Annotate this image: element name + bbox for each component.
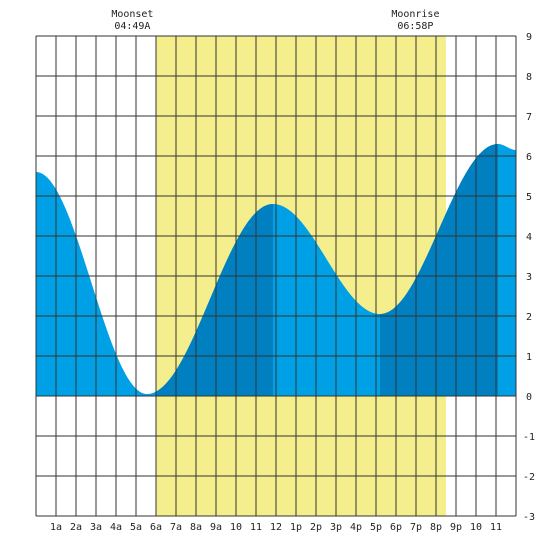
y-tick-label: 9 — [526, 32, 532, 43]
x-tick-label: 2p — [310, 522, 322, 533]
x-tick-label: 11 — [490, 522, 502, 533]
x-tick-label: 2a — [70, 522, 82, 533]
moonrise-label: Moonrise — [391, 9, 439, 20]
x-tick-label: 6p — [390, 522, 402, 533]
x-tick-label: 5a — [130, 522, 142, 533]
x-tick-label: 3p — [330, 522, 342, 533]
y-tick-label: 7 — [526, 112, 532, 123]
x-axis-labels: 1a 2a 3a 4a 5a 6a 7a 8a 9a 10 11 12 1p 2p 3p 4p 5p 6p 7p 8p… — [50, 522, 502, 533]
y-tick-label: 8 — [526, 72, 532, 83]
y-tick-label: 3 — [526, 272, 532, 283]
x-tick-label: 1p — [290, 522, 302, 533]
x-tick-label: 8a — [190, 522, 202, 533]
x-tick-label: 7a — [170, 522, 182, 533]
tide-area-dark-band — [380, 144, 498, 396]
y-axis-labels: -3 -2 -1 0 1 2 3 4 5 6 7 8 9 — [523, 32, 535, 523]
tide-area-dark-band — [156, 204, 273, 396]
moonrise-time: 06:58P — [397, 21, 433, 32]
x-tick-label: 4a — [110, 522, 122, 533]
x-tick-label: 9p — [450, 522, 462, 533]
y-tick-label: -1 — [523, 432, 535, 443]
x-tick-label: 12 — [270, 522, 282, 533]
x-tick-label: 11 — [250, 522, 262, 533]
y-tick-label: 4 — [526, 232, 532, 243]
x-tick-label: 1a — [50, 522, 62, 533]
x-tick-label: 10 — [470, 522, 482, 533]
y-tick-label: -2 — [523, 472, 535, 483]
y-tick-label: 5 — [526, 192, 532, 203]
x-tick-label: 6a — [150, 522, 162, 533]
x-tick-label: 5p — [370, 522, 382, 533]
x-tick-label: 3a — [90, 522, 102, 533]
x-tick-label: 7p — [410, 522, 422, 533]
x-tick-label: 9a — [210, 522, 222, 533]
y-tick-label: 2 — [526, 312, 532, 323]
grid — [35, 35, 517, 517]
y-tick-label: 1 — [526, 352, 532, 363]
moonset-time: 04:49A — [114, 21, 150, 32]
moonset-label: Moonset — [111, 9, 153, 20]
y-tick-label: -3 — [523, 512, 535, 523]
y-tick-label: 6 — [526, 152, 532, 163]
x-tick-label: 8p — [430, 522, 442, 533]
x-tick-label: 4p — [350, 522, 362, 533]
y-tick-label: 0 — [526, 392, 532, 403]
x-tick-label: 10 — [230, 522, 242, 533]
